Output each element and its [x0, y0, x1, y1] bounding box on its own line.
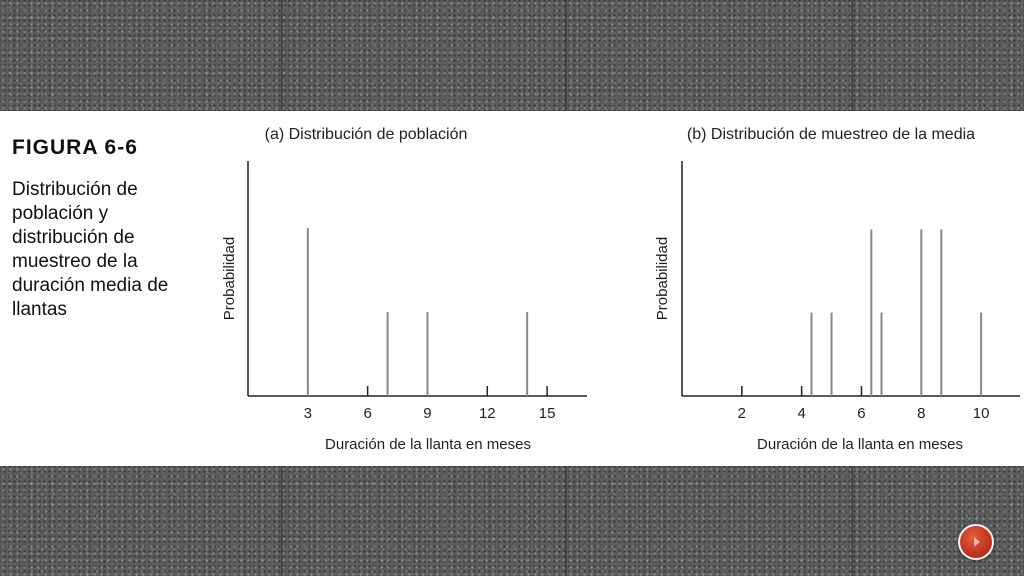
texture-seam: [565, 466, 567, 576]
x-tick-label: 3: [304, 405, 312, 422]
y-axis-label: Probabilidad: [221, 237, 238, 320]
texture-seam: [281, 466, 283, 576]
y-axis-label: Probabilidad: [654, 237, 671, 320]
next-arrow-icon: [974, 537, 980, 547]
charts-area: (a) Distribución de población Probabilida…: [221, 126, 1020, 453]
background-texture-top: [0, 0, 1024, 111]
x-tick-label: 9: [423, 405, 431, 422]
texture-seam: [851, 466, 853, 576]
x-axis-label: Duración de la llanta en meses: [757, 436, 963, 453]
x-tick-label: 2: [738, 405, 746, 422]
chart-sampling-distribution: (b) Distribución de muestreo de la media…: [654, 126, 1020, 453]
chart-title: (a) Distribución de población: [265, 126, 468, 143]
x-tick-label: 6: [363, 405, 371, 422]
content-band: [0, 111, 1024, 466]
background-texture-bottom: [0, 466, 1024, 576]
x-axis-label: Duración de la llanta en meses: [325, 436, 531, 453]
chart-title: (b) Distribución de muestreo de la media: [687, 126, 975, 143]
x-tick-label: 10: [973, 405, 990, 422]
chart-population-distribution: (a) Distribución de población Probabilida…: [221, 126, 587, 453]
figure-title: FIGURA 6-6: [12, 136, 138, 159]
texture-seam: [851, 0, 853, 111]
figure-caption: Distribución de población y distribución…: [12, 179, 169, 320]
x-tick-label: 4: [797, 405, 805, 422]
texture-seam: [565, 0, 567, 111]
x-tick-label: 15: [539, 405, 556, 422]
x-tick-label: 8: [917, 405, 925, 422]
next-slide-button[interactable]: [958, 524, 994, 560]
x-tick-label: 6: [857, 405, 865, 422]
x-tick-label: 12: [479, 405, 496, 422]
texture-seam: [281, 0, 283, 111]
